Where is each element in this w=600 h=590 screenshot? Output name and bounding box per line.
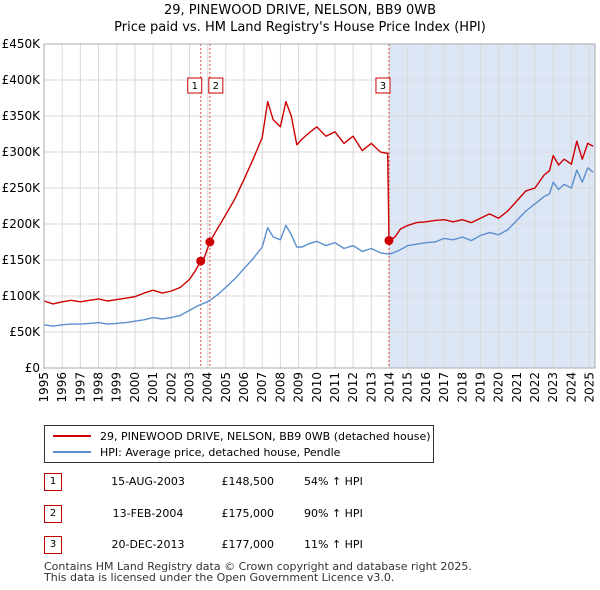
transaction-badge-1: 1: [187, 77, 203, 94]
table-row: 2 13-FEB-2004 £175,000 90% ↑ HPI: [44, 505, 464, 523]
badge-box: [375, 77, 391, 94]
row-date: 15-AUG-2003: [111, 475, 185, 488]
y-tick-label: £250K: [2, 181, 42, 195]
y-tick-label: £450K: [2, 37, 42, 51]
footer-attribution: Contains HM Land Registry data © Crown c…: [44, 561, 472, 583]
property-series-line: [43, 100, 594, 305]
legend: 29, PINEWOOD DRIVE, NELSON, BB9 0WB (det…: [44, 425, 434, 463]
price-chart: £0 £50K £100K £150K £200K £250K £300K £350K £400…: [2, 37, 597, 403]
transaction-point: [196, 256, 206, 266]
row-price: £177,000: [221, 538, 275, 551]
x-tick-label: 2000: [128, 372, 142, 403]
x-tick-label: 2015: [401, 372, 415, 403]
badge-label: 1: [192, 81, 198, 92]
axes: [43, 43, 596, 369]
hpi-line-swatch: [53, 451, 91, 453]
x-tick-label: 1998: [92, 372, 106, 403]
property-line-swatch: [53, 435, 91, 437]
x-tick-label: 2003: [182, 372, 196, 403]
transaction-point: [384, 236, 394, 246]
row-date: 13-FEB-2004: [112, 507, 184, 520]
row-hpi-change: 54% ↑ HPI: [304, 475, 363, 488]
legend-hpi-label: HPI: Average price, detached house, Pend…: [100, 445, 341, 459]
transaction-points: [196, 236, 394, 266]
badge-box: [208, 77, 224, 94]
transaction-markers-lines: [200, 44, 390, 368]
footer-line-2: This data is licensed under the Open Gov…: [44, 571, 395, 584]
x-tick-label: 2001: [146, 372, 160, 403]
x-tick-label: 2022: [528, 372, 542, 403]
y-tick-label: £0: [25, 361, 40, 375]
shaded-region: [388, 44, 595, 368]
x-tick-label: 2011: [328, 372, 342, 403]
x-tick-label: 2006: [237, 372, 251, 403]
row-hpi-change: 11% ↑ HPI: [304, 538, 363, 551]
transaction-badge-3: 3: [375, 77, 391, 94]
x-tick-label: 2002: [164, 372, 178, 403]
table-row: 3 20-DEC-2013 £177,000 11% ↑ HPI: [44, 536, 464, 554]
x-tick-label: 2025: [583, 372, 597, 403]
x-tick-label: 2020: [492, 372, 506, 403]
chart-title: 29, PINEWOOD DRIVE, NELSON, BB9 0WB Pric…: [0, 2, 600, 36]
row-hpi-change: 90% ↑ HPI: [304, 507, 363, 520]
post-sale-shaded-region: [388, 44, 595, 368]
plot-frame: [43, 43, 596, 369]
x-tick-label: 2017: [437, 372, 451, 403]
x-tick-label: 2021: [510, 372, 524, 403]
row-price: £175,000: [221, 507, 275, 520]
badge-label: 3: [380, 81, 386, 92]
x-tick-label: 2010: [310, 372, 324, 403]
x-tick-label: 1999: [110, 372, 124, 403]
x-tick-label: 1997: [73, 372, 87, 403]
x-tick-label: 2012: [346, 372, 360, 403]
x-tick-label: 2009: [292, 372, 306, 403]
x-tick-label: 2024: [564, 372, 578, 403]
table-row: 1 15-AUG-2003 £148,500 54% ↑ HPI: [44, 473, 464, 491]
badge-box: [187, 77, 203, 94]
x-tick-label: 2013: [364, 372, 378, 403]
y-tick-label: £350K: [2, 109, 42, 123]
x-tick-label: 2019: [473, 372, 487, 403]
legend-property-label: 29, PINEWOOD DRIVE, NELSON, BB9 0WB (det…: [100, 429, 431, 443]
footer-line-1: Contains HM Land Registry data © Crown c…: [44, 560, 472, 573]
transaction-badges: 1 2 3: [187, 77, 391, 94]
row-date: 20-DEC-2013: [111, 538, 185, 551]
x-tick-label: 2007: [255, 372, 269, 403]
title-line-1: 29, PINEWOOD DRIVE, NELSON, BB9 0WB: [163, 3, 437, 18]
transaction-badge-2: 2: [208, 77, 224, 94]
x-tick-labels: 1995 1996 1997 1998 1999 2000 2001 2002 2003 2004…: [37, 372, 597, 403]
y-tick-label: £300K: [2, 145, 42, 159]
y-tick-label: £400K: [2, 73, 42, 87]
series-lines: [43, 100, 594, 327]
y-tick-labels: £0 £50K £100K £150K £200K £250K £300K £350K £400…: [2, 37, 42, 375]
row-price: £148,500: [221, 475, 275, 488]
row-number-badge: 2: [44, 505, 62, 523]
x-tick-label: 2008: [273, 372, 287, 403]
y-tick-label: £50K: [9, 325, 41, 339]
x-tick-label: 1995: [37, 372, 51, 403]
row-number-badge: 3: [44, 536, 62, 554]
title-line-2: Price paid vs. HM Land Registry's House …: [114, 20, 486, 35]
x-tick-label: 2004: [201, 372, 215, 403]
x-tick-label: 2005: [219, 372, 233, 403]
x-tick-label: 2023: [546, 372, 560, 403]
legend-item-property: 29, PINEWOOD DRIVE, NELSON, BB9 0WB (det…: [53, 428, 431, 444]
transaction-point: [205, 237, 215, 247]
legend-item-hpi: HPI: Average price, detached house, Pend…: [53, 444, 340, 460]
y-tick-label: £150K: [2, 253, 42, 267]
badge-label: 2: [213, 81, 219, 92]
y-tick-label: £200K: [2, 217, 42, 231]
x-tick-label: 2014: [383, 372, 397, 403]
hpi-series-line: [43, 167, 594, 327]
x-tick-label: 2018: [455, 372, 469, 403]
row-number-badge: 1: [44, 473, 62, 491]
y-tick-label: £100K: [2, 289, 42, 303]
x-tick-label: 1996: [55, 372, 69, 403]
x-tick-label: 2016: [419, 372, 433, 403]
